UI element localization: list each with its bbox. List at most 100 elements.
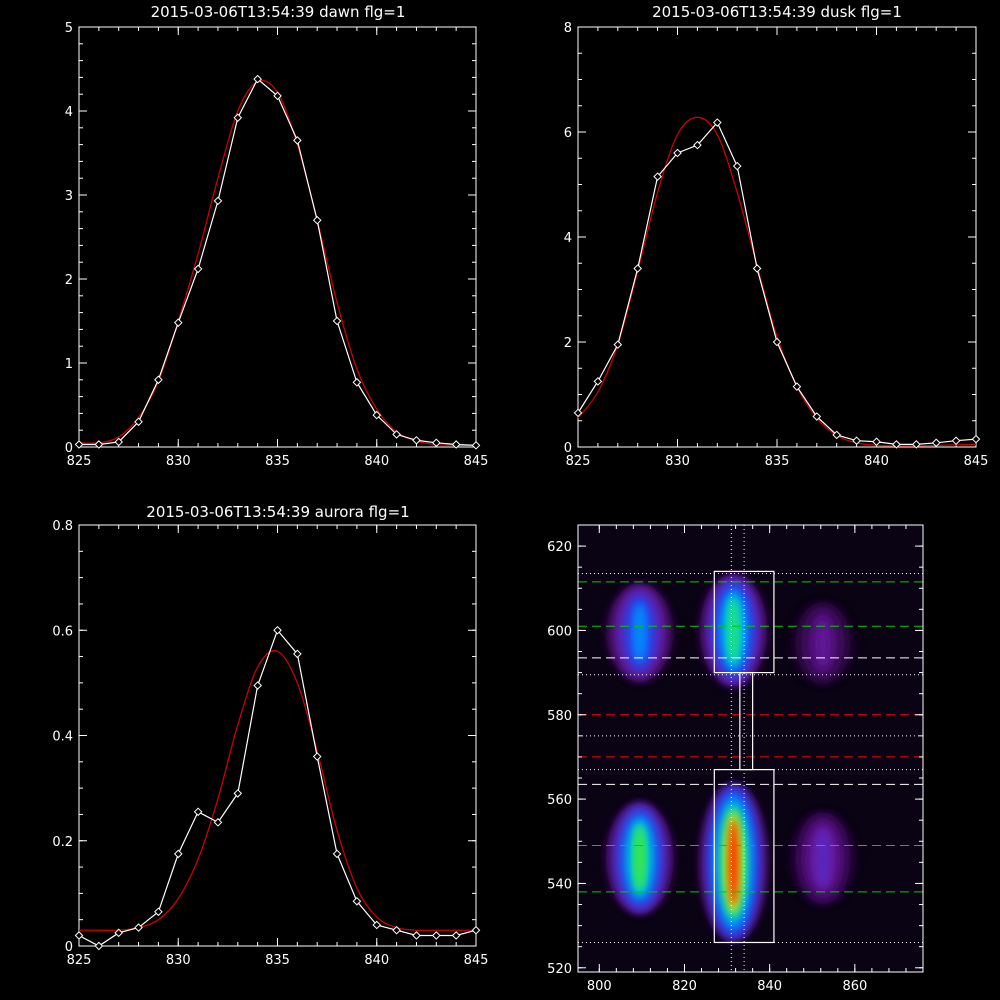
y-tick-label: 3 [65,189,73,204]
x-tick-label: 800 [587,979,612,994]
y-tick-label: 1 [65,357,73,372]
y-tick-label: 0 [564,441,572,456]
y-tick-label: 0.6 [52,624,73,639]
heatmap-overlays [578,525,923,972]
x-tick-label: 830 [166,454,191,469]
data-point-marker [712,118,722,127]
data-point-marker [471,925,481,935]
data-point-marker [372,410,382,420]
y-tick-label: 2 [65,273,73,288]
data-point-marker [633,264,643,273]
data-point-marker [911,440,921,449]
x-tick-label: 845 [964,454,989,469]
plot-frame [577,524,924,973]
x-tick-label: 840 [757,979,782,994]
y-tick-label: 540 [547,877,572,892]
data-point-marker [951,436,961,446]
axes: 825 830 835 840 845 0 2 4 6 8 [564,21,989,469]
axes: 800 820 840 860 520 540 560 580 600 620 [547,524,924,994]
data-point-marker [173,318,183,327]
data-point-marker [392,925,401,935]
x-tick-label: 835 [265,454,290,469]
data-point-marker [352,378,362,387]
data-line [79,78,477,446]
x-tick-label: 825 [566,454,591,469]
data-point-marker [74,440,84,449]
data-point-marker [332,316,342,326]
data-point-marker [233,113,243,123]
data-point-marker [134,923,143,932]
data-point-marker [154,375,163,385]
data-point-marker [653,172,662,181]
y-tick-label: 600 [547,624,572,639]
y-tick-label: 2 [564,336,572,351]
data-point-marker [732,161,742,171]
data-point-marker [293,136,302,145]
data-point-marker [412,931,421,940]
data-point-marker [293,649,302,659]
y-tick-label: 0 [65,441,73,456]
data-point-marker [332,849,342,859]
intensity-blob [817,832,829,884]
data-point-marker [392,430,401,439]
data-point-marker [312,215,322,225]
data-point-marker [451,931,461,940]
data-point-marker [273,625,282,635]
data-point-marker [573,408,583,418]
data-point-marker [253,74,262,84]
x-tick-label: 830 [665,454,690,469]
intensity-blob [817,619,829,667]
y-tick-label: 0.2 [52,835,73,850]
data-point-marker [74,931,84,940]
data-point-marker [213,818,223,827]
panel-aurora: 2015-03-06T13:54:39 aurora flg=1 825 830 8… [52,503,488,968]
x-tick-label: 825 [67,953,92,968]
data-point-marker [193,807,203,817]
data-point-marker [233,789,243,798]
data-line [78,629,477,947]
y-tick-label: 8 [564,21,572,36]
data-point-marker [812,412,822,421]
data-point-marker [173,849,183,859]
x-tick-label: 820 [672,979,697,994]
fit-curve [79,650,476,932]
y-tick-label: 4 [65,105,73,120]
plot-frame [577,26,977,448]
data-point-marker [372,920,382,930]
intensity-blob [728,818,739,907]
data-point-marker [593,377,603,386]
data-point-marker [872,437,881,447]
data-point-marker [772,337,782,347]
panel-title: 2015-03-06T13:54:39 dusk flg=1 [652,3,902,21]
data-point-marker [832,430,842,440]
y-tick-label: 620 [547,540,572,555]
x-tick-label: 840 [364,953,389,968]
data-point-marker [134,417,143,427]
data-line [577,121,977,445]
x-tick-label: 840 [364,454,389,469]
intensity-blob [634,605,646,660]
x-tick-label: 825 [67,454,92,469]
panel-title: 2015-03-06T13:54:39 dawn flg=1 [151,3,406,21]
data-point-marker [193,264,203,274]
intensity-blob [728,599,739,662]
y-tick-label: 0 [65,940,73,955]
data-point-marker [412,435,421,445]
x-tick-label: 840 [864,454,889,469]
heatmap-image [578,525,923,972]
y-tick-label: 4 [564,231,572,246]
panel-dusk: 2015-03-06T13:54:39 dusk flg=1 825 830 835… [564,3,989,469]
x-tick-label: 845 [464,454,489,469]
y-tick-label: 0.4 [52,730,73,745]
data-point-marker [213,196,223,206]
data-point-marker [752,264,762,273]
x-tick-label: 860 [842,979,867,994]
data-point-marker [94,440,104,449]
data-point-marker [114,437,124,447]
x-tick-label: 835 [265,953,290,968]
x-tick-label: 835 [765,454,790,469]
data-point-marker [471,441,481,450]
series-layer [573,116,981,449]
data-point-marker [451,440,461,449]
